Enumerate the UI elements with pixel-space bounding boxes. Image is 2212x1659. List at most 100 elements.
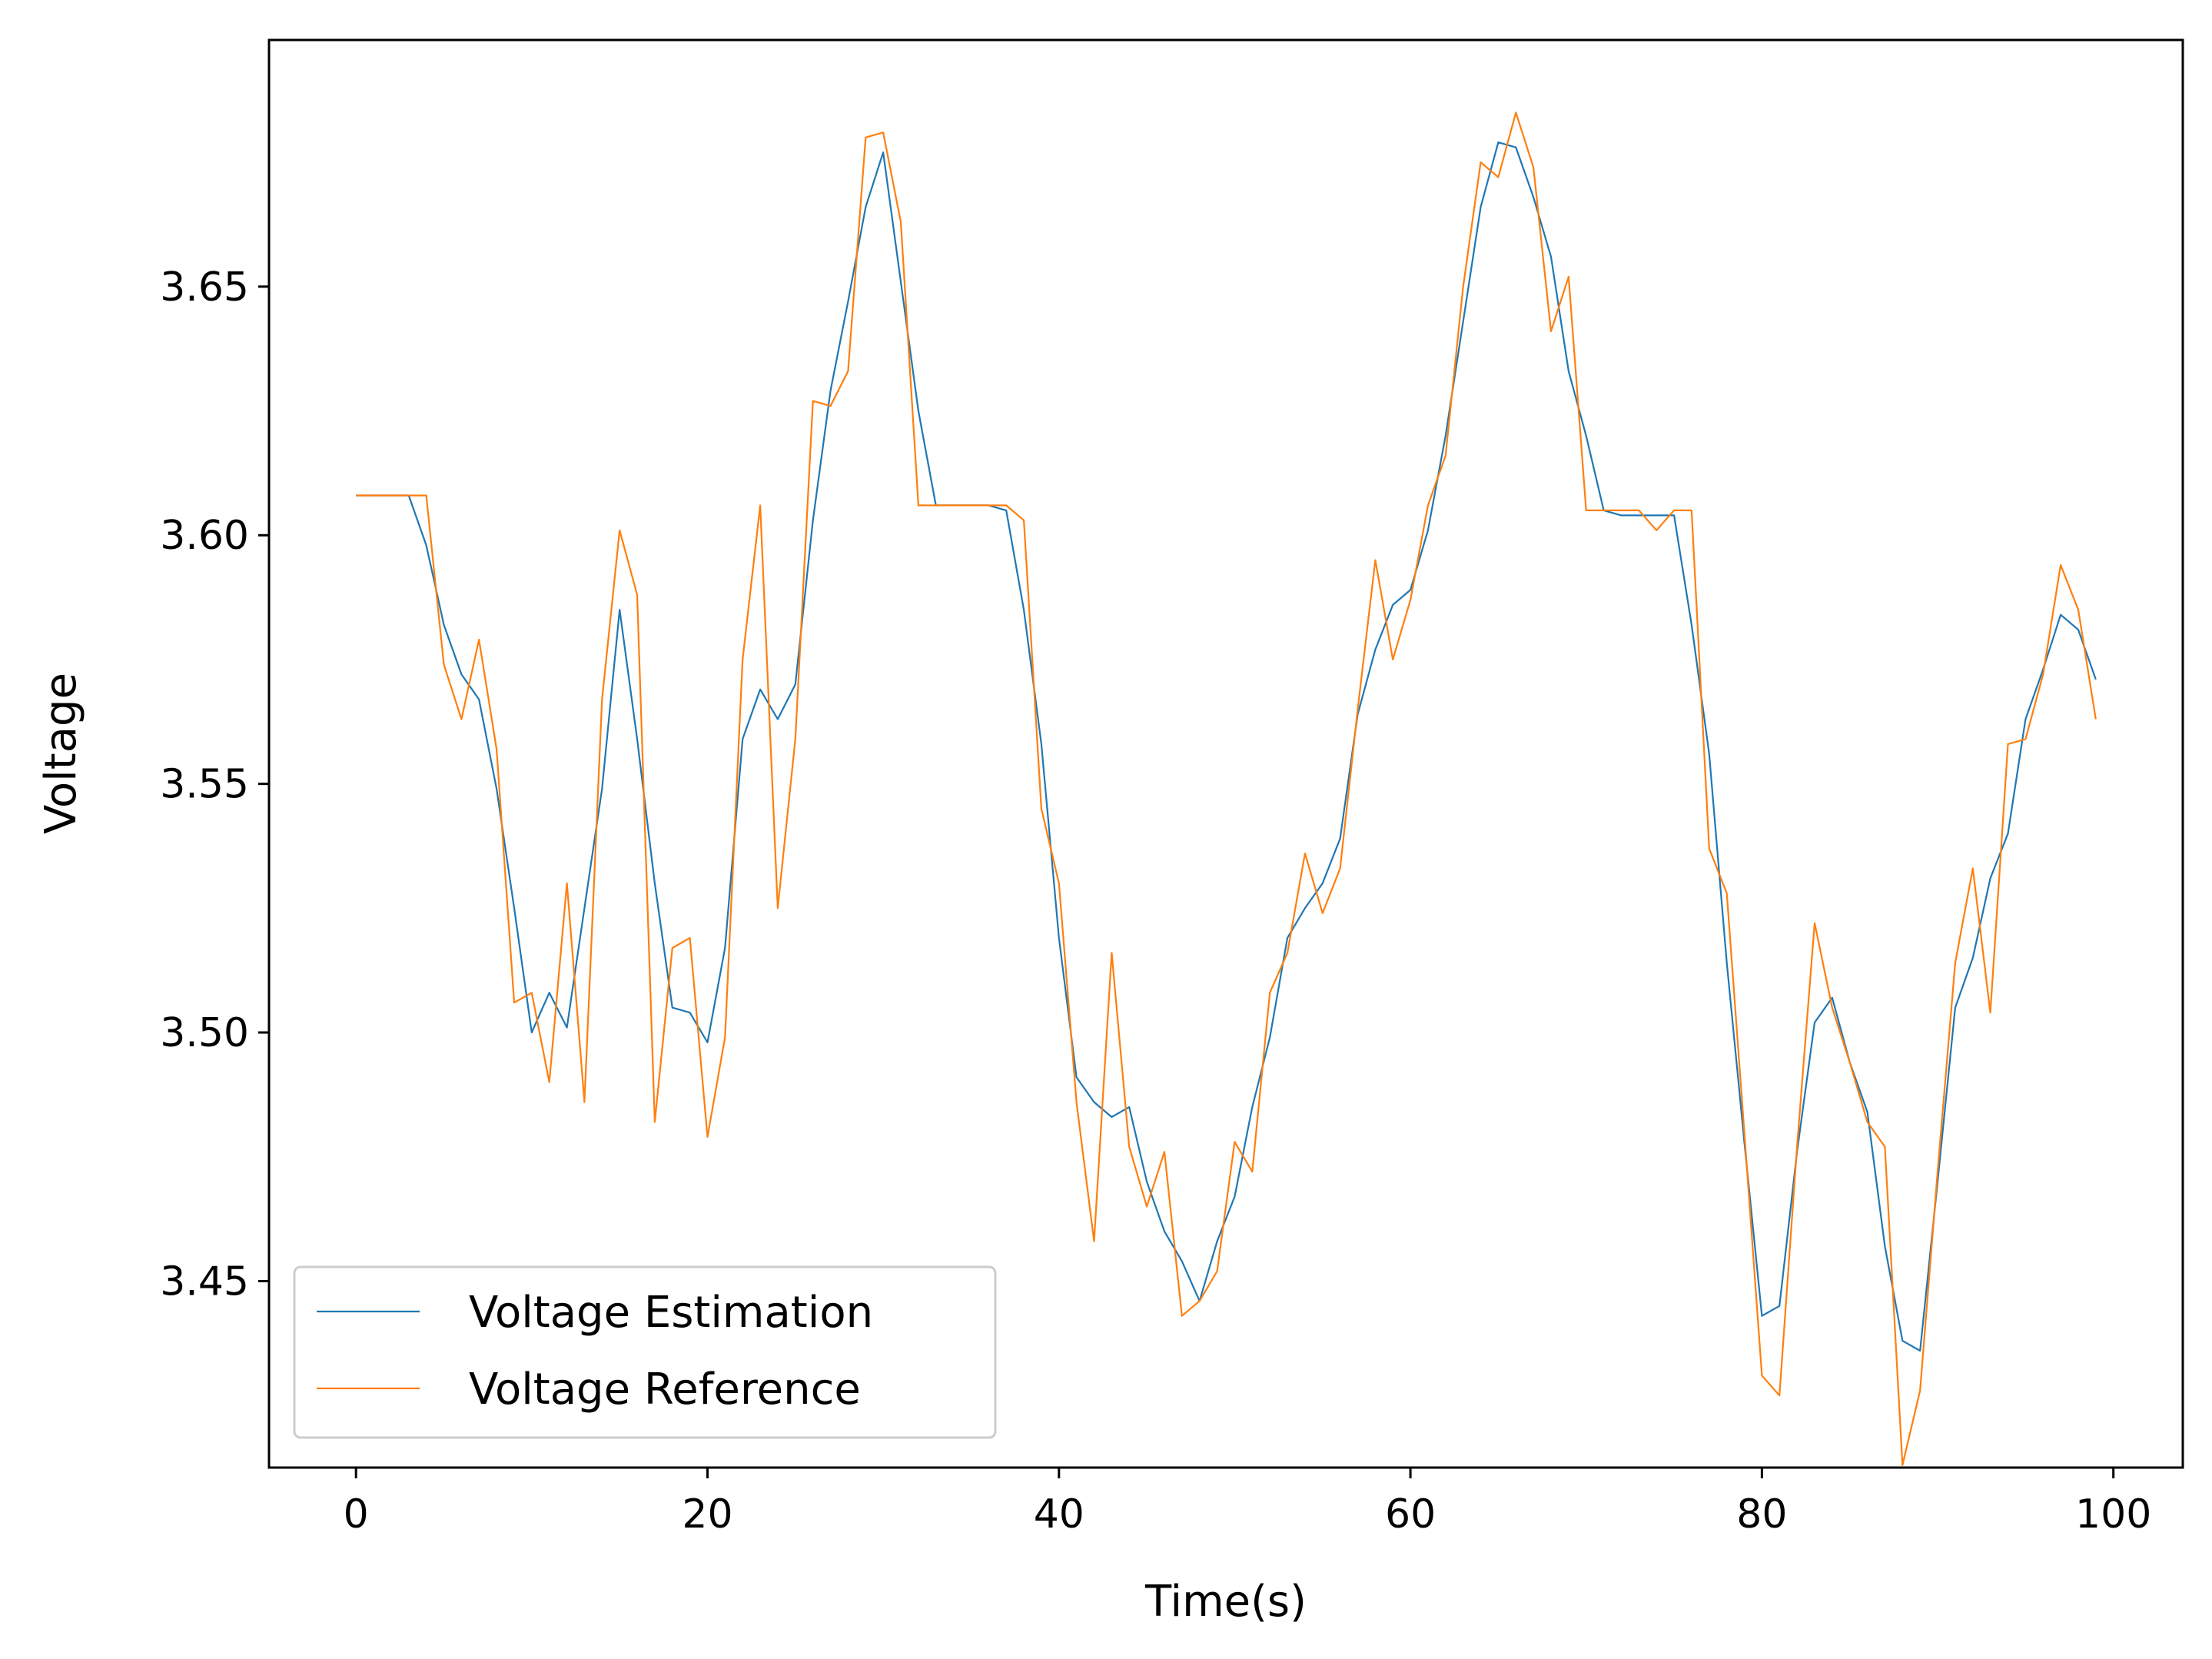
data-point bbox=[1497, 176, 1499, 178]
data-point bbox=[1093, 1241, 1094, 1242]
data-point bbox=[1322, 883, 1324, 884]
data-point bbox=[1989, 877, 1991, 879]
data-point bbox=[1093, 1101, 1094, 1102]
data-point bbox=[1709, 848, 1710, 849]
x-axis-ticks: 0 20 40 60 80 100 bbox=[344, 1468, 2151, 1538]
data-point bbox=[1832, 997, 1833, 999]
data-point bbox=[812, 400, 814, 401]
data-point bbox=[2060, 614, 2061, 616]
data-point bbox=[619, 609, 620, 610]
data-point bbox=[1023, 609, 1025, 610]
data-point bbox=[1515, 147, 1516, 148]
data-point bbox=[443, 624, 444, 626]
data-point bbox=[724, 947, 726, 949]
data-point bbox=[742, 659, 743, 660]
data-point bbox=[2060, 564, 2061, 566]
data-point bbox=[1251, 1171, 1253, 1172]
x-tick-label: 20 bbox=[682, 1491, 732, 1538]
data-point bbox=[513, 1002, 515, 1003]
data-point bbox=[373, 494, 374, 496]
data-point bbox=[900, 221, 902, 223]
data-point bbox=[1726, 893, 1728, 894]
data-point bbox=[1392, 604, 1393, 606]
data-point bbox=[1919, 1350, 1921, 1351]
legend-label: Voltage Reference bbox=[469, 1365, 861, 1415]
data-point bbox=[672, 947, 673, 949]
data-point bbox=[1374, 559, 1376, 560]
data-point bbox=[425, 544, 427, 546]
data-point bbox=[795, 738, 796, 740]
data-point bbox=[1075, 1076, 1077, 1078]
data-point bbox=[1673, 514, 1675, 516]
data-point bbox=[1269, 1036, 1270, 1038]
data-point bbox=[935, 504, 937, 506]
data-point bbox=[1884, 1146, 1885, 1148]
data-point bbox=[1972, 957, 1974, 959]
data-point bbox=[1216, 1270, 1217, 1272]
data-point bbox=[654, 883, 656, 884]
data-point bbox=[1111, 952, 1112, 953]
data-point bbox=[1005, 504, 1007, 506]
data-point bbox=[2095, 679, 2097, 680]
data-point bbox=[742, 738, 743, 740]
data-point bbox=[1463, 321, 1464, 322]
data-point bbox=[1989, 1012, 1991, 1013]
data-point bbox=[1726, 962, 1728, 963]
data-point bbox=[759, 504, 761, 506]
data-point bbox=[2007, 833, 2008, 834]
plot-frame bbox=[267, 38, 2184, 1469]
data-point bbox=[1128, 1106, 1130, 1108]
data-point bbox=[1972, 867, 1974, 869]
data-point bbox=[1779, 1305, 1780, 1307]
data-point bbox=[2042, 673, 2044, 675]
data-point bbox=[1111, 1116, 1112, 1118]
data-point bbox=[1832, 1007, 1833, 1009]
data-point bbox=[1691, 624, 1692, 626]
data-point bbox=[1146, 1181, 1148, 1182]
data-point bbox=[1550, 256, 1552, 258]
data-point bbox=[1392, 659, 1393, 660]
data-point bbox=[1005, 510, 1007, 511]
data-point bbox=[672, 1007, 673, 1009]
data-point bbox=[1181, 1315, 1183, 1317]
data-point bbox=[1427, 530, 1429, 531]
data-point bbox=[1656, 514, 1657, 516]
y-tick-label: 3.60 bbox=[160, 513, 249, 559]
data-point bbox=[408, 494, 410, 496]
data-point bbox=[847, 301, 849, 302]
y-axis-ticks: 3.45 3.50 3.55 3.60 3.65 bbox=[160, 264, 269, 1305]
data-point bbox=[1761, 1315, 1762, 1317]
y-tick-label: 3.50 bbox=[160, 1010, 249, 1056]
data-point bbox=[777, 907, 779, 909]
data-point bbox=[601, 788, 603, 790]
data-point bbox=[1796, 1146, 1798, 1148]
data-point bbox=[706, 1136, 708, 1138]
data-point bbox=[1269, 992, 1270, 993]
data-point bbox=[1497, 141, 1499, 143]
data-point bbox=[549, 1082, 550, 1083]
data-point bbox=[865, 206, 866, 208]
data-point bbox=[918, 410, 919, 411]
data-point bbox=[829, 390, 831, 391]
data-point bbox=[812, 520, 814, 521]
legend-box bbox=[293, 1265, 997, 1439]
data-point bbox=[988, 504, 989, 506]
data-point bbox=[1463, 286, 1464, 288]
data-point bbox=[443, 663, 444, 665]
data-point bbox=[795, 683, 796, 685]
data-point bbox=[1041, 808, 1042, 810]
data-point bbox=[1480, 161, 1481, 163]
data-point bbox=[689, 937, 690, 939]
data-point bbox=[2077, 629, 2079, 630]
series-line-voltage-estimation bbox=[356, 141, 2097, 1352]
data-point bbox=[777, 718, 779, 720]
data-point bbox=[583, 1101, 585, 1102]
data-point bbox=[1620, 510, 1622, 511]
series-line-voltage-reference bbox=[356, 111, 2097, 1466]
data-point bbox=[1427, 504, 1429, 506]
data-point bbox=[1339, 867, 1340, 869]
data-point bbox=[970, 504, 971, 506]
data-point bbox=[1357, 708, 1358, 710]
data-point bbox=[1814, 923, 1815, 924]
